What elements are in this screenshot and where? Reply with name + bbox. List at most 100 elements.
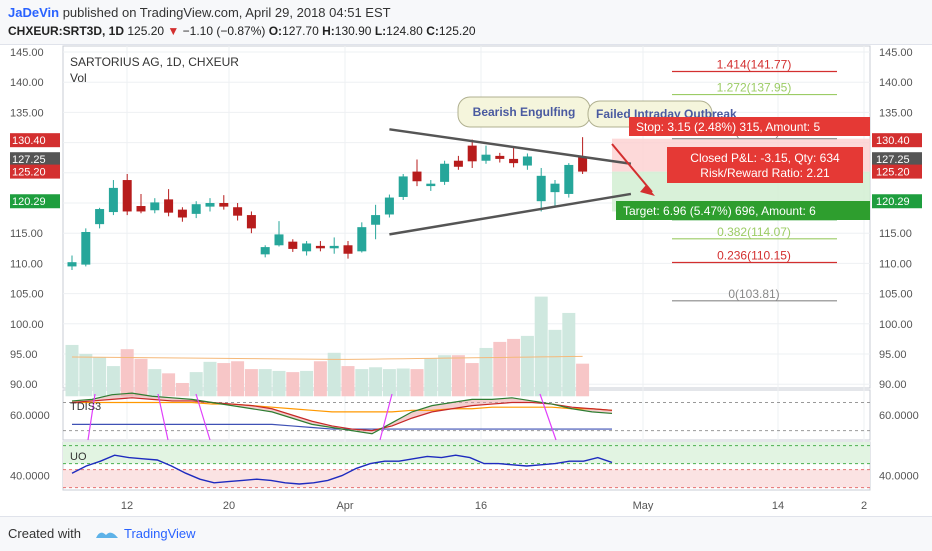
trendlines[interactable]: [389, 128, 632, 236]
volume-bar: [286, 372, 300, 397]
candle-body: [481, 154, 491, 161]
volume-bar: [424, 358, 438, 397]
volume-bar: [438, 355, 452, 397]
candle-body: [578, 156, 588, 172]
volume-bar: [479, 347, 493, 397]
volume-bar: [341, 366, 355, 397]
price-label-right: 120.29: [876, 196, 910, 208]
uo-pane: UO 40.0000 40.0000: [10, 442, 919, 489]
volume-bar: [369, 367, 383, 397]
uo-line: [71, 454, 613, 485]
candle-body: [95, 209, 105, 225]
candle-body: [315, 245, 325, 249]
volume-bar: [217, 363, 231, 397]
price-label-left: 130.40: [12, 135, 46, 147]
volume-bar: [562, 312, 576, 397]
volume-bar: [134, 358, 148, 397]
tradingview-brand[interactable]: TradingView: [124, 526, 196, 541]
volume-bar: [327, 352, 341, 397]
volume-bar: [65, 344, 79, 397]
annotations: Bearish Engulfing Failed Intraday Outbrea…: [457, 96, 870, 220]
volume-bar: [313, 361, 327, 397]
tdi-pane-frame: [62, 389, 871, 441]
candle-body: [274, 234, 284, 246]
price-label-left-box: [10, 194, 60, 209]
tdi-tick-right: 60.0000: [879, 410, 919, 422]
tdi-red-line: [71, 397, 613, 432]
last-price: 125.20: [127, 24, 165, 38]
fib-level-label: 1.414(141.77): [717, 58, 792, 72]
candle-body: [219, 203, 229, 207]
volume-bars: [65, 296, 590, 397]
tdi-tick-left: 60.0000: [10, 410, 50, 422]
closed-pnl-text: Closed P&L: -3.15, Qty: 634: [690, 151, 840, 165]
price-tick-left: 95.00: [10, 349, 38, 361]
volume-label: Vol: [70, 71, 87, 85]
close-value: 125.20: [438, 24, 476, 38]
volume-bar: [576, 363, 590, 397]
price-label-right-box: [872, 133, 922, 148]
candle-body: [329, 245, 339, 249]
candle-body: [453, 160, 463, 167]
candle-body: [177, 209, 187, 218]
candle-body: [536, 175, 546, 202]
candle-body: [136, 206, 146, 212]
open-value: 127.70: [282, 24, 319, 38]
candle-body: [522, 156, 532, 166]
candle-body: [550, 183, 560, 193]
candle-body: [233, 207, 243, 216]
price-label-right-box: [872, 152, 922, 167]
published-text: published on TradingView.com, April 29, …: [62, 5, 391, 20]
tradingview-logo-icon: [96, 532, 118, 538]
open-label: O:: [268, 24, 283, 38]
price-label-right: 130.40: [876, 135, 910, 147]
tdi-green-line: [71, 392, 613, 435]
x-tick-label: 14: [772, 500, 784, 512]
trendline-upper: [389, 128, 632, 165]
volume-bar: [355, 369, 369, 397]
price-label-right-box: [872, 194, 922, 209]
volume-bar: [300, 370, 314, 397]
closed-pnl-box: [667, 147, 863, 183]
candle-body: [108, 187, 118, 213]
author-name[interactable]: JaDeVin: [8, 5, 60, 20]
candle-body: [509, 158, 519, 164]
x-tick-label: 20: [223, 500, 235, 512]
fib-level-label: 1.272(137.95): [717, 81, 792, 95]
candle-body: [412, 171, 422, 182]
fib-level-label: 0.382(114.07): [717, 225, 791, 239]
price-tick-right: 115.00: [879, 228, 912, 240]
tdi-orange-line: [72, 401, 613, 413]
price-change: −1.10 (−0.87%): [182, 24, 266, 38]
candle-body: [302, 243, 312, 252]
candle-body: [357, 227, 367, 252]
price-label-left-box: [10, 133, 60, 148]
stop-label-box: [629, 117, 870, 136]
price-label-left: 127.25: [12, 154, 46, 166]
volume-bar: [175, 382, 189, 397]
publish-line: JaDeVin published on TradingView.com, Ap…: [8, 5, 391, 20]
axes: 145.00 145.00 140.00 140.00 135.00 135.00 130.…: [10, 47, 922, 512]
stop-label-text: Stop: 3.15 (2.48%) 315, Amount: 5: [636, 120, 820, 134]
price-tick-left: 115.00: [10, 228, 43, 240]
trade-arrow-line: [611, 143, 653, 193]
uo-oversold-zone: [63, 469, 870, 488]
price-chart[interactable]: 1.414(141.77)1.272(137.95)1(130.65)0.786…: [0, 44, 932, 516]
price-tick-right: 100.00: [879, 319, 913, 331]
trade-arrow-head: [640, 185, 655, 196]
tdi-label: TDIS3: [70, 401, 101, 413]
volume-bar: [162, 373, 176, 397]
candle-body: [205, 203, 215, 207]
trendline-lower: [389, 192, 632, 236]
volume-bar: [272, 370, 286, 397]
risk-reward-text: Risk/Reward Ratio: 2.21: [700, 166, 830, 180]
candle-body: [398, 176, 408, 197]
footer: Created with TradingView: [0, 516, 932, 551]
candle-body: [467, 145, 477, 162]
price-tick-left: 140.00: [10, 77, 44, 89]
candle-body: [371, 215, 381, 225]
price-tick-right: 135.00: [879, 107, 913, 119]
volume-bar: [465, 363, 479, 397]
high-label: H:: [322, 24, 335, 38]
close-label: C:: [426, 24, 439, 38]
